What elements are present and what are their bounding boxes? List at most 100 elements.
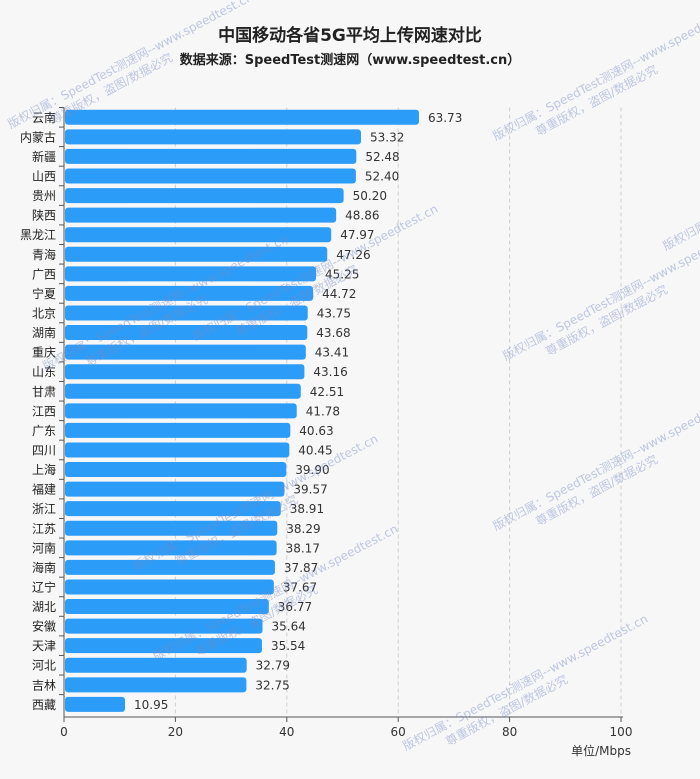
y-category-label: 甘肃 — [32, 385, 56, 399]
bar — [65, 344, 306, 360]
bar — [65, 501, 281, 517]
bar — [65, 364, 305, 380]
y-category-label: 浙江 — [32, 502, 56, 516]
x-axis-label: 单位/Mbps — [571, 743, 631, 758]
data-label: 32.75 — [255, 678, 289, 692]
data-label: 40.45 — [298, 443, 332, 457]
data-label: 47.26 — [336, 248, 370, 262]
y-category-label: 山西 — [32, 169, 56, 183]
data-label: 52.40 — [365, 169, 399, 183]
data-label: 41.78 — [306, 404, 340, 418]
bar — [65, 559, 275, 575]
bar — [65, 227, 332, 243]
data-label: 63.73 — [428, 111, 462, 125]
y-category-label: 新疆 — [32, 149, 56, 164]
bar — [65, 148, 357, 164]
data-label: 50.20 — [353, 189, 387, 203]
bar — [65, 246, 328, 262]
bar — [65, 481, 285, 497]
bar — [65, 383, 301, 399]
x-tick-label: 40 — [279, 725, 294, 739]
y-category-label: 青海 — [32, 247, 56, 262]
data-label: 43.16 — [313, 365, 347, 379]
data-label: 43.41 — [315, 346, 349, 360]
y-category-label: 湖南 — [32, 325, 56, 340]
y-category-label: 北京 — [32, 306, 56, 320]
bar — [65, 520, 278, 536]
bar — [65, 285, 314, 301]
y-category-label: 上海 — [32, 462, 56, 477]
data-label: 42.51 — [310, 385, 344, 399]
data-label: 48.86 — [345, 209, 379, 223]
y-category-label: 安徽 — [32, 619, 56, 634]
y-category-label: 西藏 — [32, 698, 56, 712]
x-tick-label: 80 — [502, 725, 517, 739]
data-label: 47.97 — [340, 228, 374, 242]
data-label: 10.95 — [134, 698, 168, 712]
bar — [65, 305, 308, 321]
data-label: 35.64 — [272, 620, 306, 634]
data-label: 53.32 — [370, 130, 404, 144]
y-category-label: 福建 — [32, 482, 56, 497]
chart-subtitle: 数据来源：SpeedTest测速网（www.speedtest.cn） — [179, 53, 521, 68]
data-label: 39.90 — [295, 463, 329, 477]
data-label: 44.72 — [322, 287, 356, 301]
bar — [65, 579, 274, 595]
data-label: 37.67 — [283, 580, 317, 594]
data-label: 37.87 — [284, 561, 318, 575]
y-category-label: 江西 — [32, 404, 56, 418]
bar — [65, 462, 287, 478]
data-label: 40.63 — [299, 424, 333, 438]
y-category-label: 广东 — [32, 424, 56, 438]
bar — [65, 129, 361, 145]
y-category-label: 宁夏 — [32, 286, 56, 301]
x-tick-label: 100 — [610, 725, 633, 739]
data-label: 43.68 — [316, 326, 350, 340]
data-label: 38.91 — [290, 502, 324, 516]
data-label: 38.29 — [286, 522, 320, 536]
bar — [65, 540, 277, 556]
data-label: 32.79 — [256, 659, 290, 673]
data-label: 39.57 — [293, 483, 327, 497]
bar — [65, 638, 262, 654]
chart-title: 中国移动各省5G平均上传网速对比 — [218, 26, 482, 46]
y-category-label: 山东 — [32, 365, 56, 379]
y-category-label: 广西 — [32, 267, 56, 281]
y-category-label: 四川 — [32, 443, 56, 457]
y-category-label: 河北 — [32, 659, 56, 673]
bar — [65, 422, 291, 438]
bar — [65, 696, 125, 712]
bar — [65, 109, 419, 125]
data-label: 45.25 — [325, 267, 359, 281]
y-category-label: 吉林 — [32, 678, 56, 692]
x-tick-label: 60 — [391, 725, 406, 739]
bar — [65, 266, 317, 282]
bar — [65, 207, 337, 223]
data-label: 35.54 — [271, 639, 305, 653]
y-category-label: 黑龙江 — [20, 228, 56, 242]
bar — [65, 188, 344, 204]
bar — [65, 325, 308, 341]
data-label: 43.75 — [317, 306, 351, 320]
x-tick-label: 0 — [60, 725, 68, 739]
data-label: 38.17 — [286, 541, 320, 555]
y-category-label: 云南 — [32, 110, 56, 125]
x-tick-label: 20 — [168, 725, 183, 739]
bar — [65, 618, 263, 634]
bar — [65, 657, 247, 673]
bar — [65, 599, 269, 615]
y-category-label: 陕西 — [32, 208, 56, 223]
y-category-label: 重庆 — [32, 346, 56, 360]
y-category-label: 河南 — [32, 540, 56, 555]
y-category-label: 湖北 — [32, 599, 56, 614]
y-category-label: 江苏 — [32, 522, 56, 536]
bar — [65, 677, 247, 693]
y-category-label: 辽宁 — [32, 579, 56, 594]
y-category-label: 贵州 — [32, 189, 56, 203]
bar — [65, 442, 290, 458]
y-category-label: 内蒙古 — [20, 129, 56, 144]
data-label: 36.77 — [278, 600, 312, 614]
bar — [65, 403, 297, 419]
data-label: 52.48 — [365, 150, 399, 164]
